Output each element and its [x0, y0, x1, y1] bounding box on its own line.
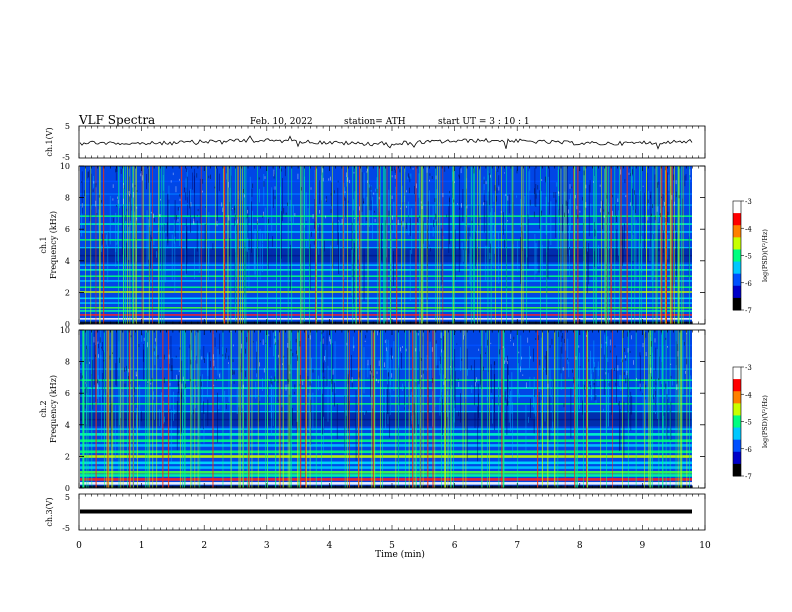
colorbar-label: log(PSD)(V²/Hz) — [761, 395, 769, 448]
colorbar-tick-label: -6 — [745, 446, 752, 454]
colorbar-tick-label: -7 — [745, 473, 752, 481]
freq-tick-label: 8 — [65, 358, 70, 367]
colorbar-tick-label: -4 — [745, 225, 752, 233]
colorbar-tick-label: -7 — [745, 307, 752, 315]
colorbar-label: log(PSD)(V²/Hz) — [761, 229, 769, 282]
ch1-ytick-bottom: -5 — [62, 153, 70, 162]
ch1-ytick-top: 5 — [65, 122, 70, 131]
colorbar-tick-label: -3 — [745, 364, 752, 372]
freq-tick-label: 8 — [65, 194, 70, 203]
time-tick-label: 7 — [514, 541, 520, 551]
ch1-spectrogram-ylabel-channel: ch.1 — [39, 236, 48, 253]
time-tick-label: 8 — [577, 541, 583, 551]
colorbar-tick-label: -5 — [745, 419, 752, 427]
ch3-ytick-top: 5 — [65, 493, 70, 502]
time-tick-label: 4 — [327, 541, 333, 551]
ch1-waveform-trace — [79, 135, 693, 150]
colorbar-tick-label: -5 — [745, 253, 752, 261]
ch3-waveform-trace — [80, 509, 692, 514]
time-tick-label: 3 — [264, 541, 270, 551]
start-time-label: start UT = 3 : 10 : 1 — [438, 117, 530, 127]
ch1-waveform-panel: 5 -5 ch.1(V) — [45, 122, 706, 162]
ch3-waveform-panel: 5 -5 ch.3(V) — [45, 493, 706, 533]
freq-tick-label: 6 — [65, 225, 70, 234]
ch2-spectrogram-image — [80, 330, 704, 488]
freq-tick-label: 2 — [65, 452, 70, 461]
colorbar-tick-label: -4 — [745, 391, 752, 399]
ch1-spectrogram-ylabel-frequency: Frequency (kHz) — [49, 211, 58, 279]
freq-tick-label: 0 — [65, 484, 70, 493]
date-label: Feb. 10, 2022 — [250, 117, 313, 127]
ch2-spectrogram-ylabel-frequency: Frequency (kHz) — [49, 375, 58, 443]
time-tick-label: 5 — [389, 541, 395, 551]
time-tick-label: 9 — [640, 541, 646, 551]
time-tick-label: 2 — [201, 541, 207, 551]
ch1-spectrogram-image — [80, 166, 704, 324]
colorbar-tick-label: -6 — [745, 280, 752, 288]
ch2-spectrogram-panel: 0 2 4 6 8 10 ch.2 Frequency (kHz) — [39, 326, 706, 493]
ch2-spectrogram-ylabel-channel: ch.2 — [39, 400, 48, 417]
freq-tick-label: 0 — [65, 320, 70, 329]
freq-tick-label: 4 — [65, 421, 70, 430]
ch1-waveform-ylabel: ch.1(V) — [45, 127, 54, 156]
time-axis: 0 1 2 3 4 5 6 7 8 9 10 — [76, 126, 711, 551]
freq-tick-label: 2 — [65, 288, 70, 297]
ch3-waveform-ylabel: ch.3(V) — [45, 497, 54, 526]
freq-tick-label: 4 — [65, 257, 70, 266]
time-tick-label: 0 — [76, 541, 82, 551]
ch1-spectrogram-panel: 0 2 4 6 8 10 ch.1 Frequency (kHz) — [39, 162, 706, 329]
freq-tick-label: 10 — [60, 326, 70, 335]
figure-title: VLF Spectra — [78, 113, 155, 127]
time-axis-label: Time (min) — [375, 549, 425, 560]
time-tick-label: 1 — [139, 541, 145, 551]
ch3-ytick-bottom: -5 — [62, 524, 70, 533]
ch2-colorbar: -3 -4 -5 -6 -7 log(PSD)(V²/Hz) — [732, 364, 769, 481]
freq-tick-label: 6 — [65, 389, 70, 398]
ch1-colorbar: -3 -4 -5 -6 -7 log(PSD)(V²/Hz) — [732, 198, 769, 315]
station-label: station= ATH — [344, 117, 406, 127]
time-tick-label: 6 — [452, 541, 458, 551]
colorbar-tick-label: -3 — [745, 198, 752, 206]
time-tick-label: 10 — [699, 541, 711, 551]
freq-tick-label: 10 — [60, 162, 70, 171]
